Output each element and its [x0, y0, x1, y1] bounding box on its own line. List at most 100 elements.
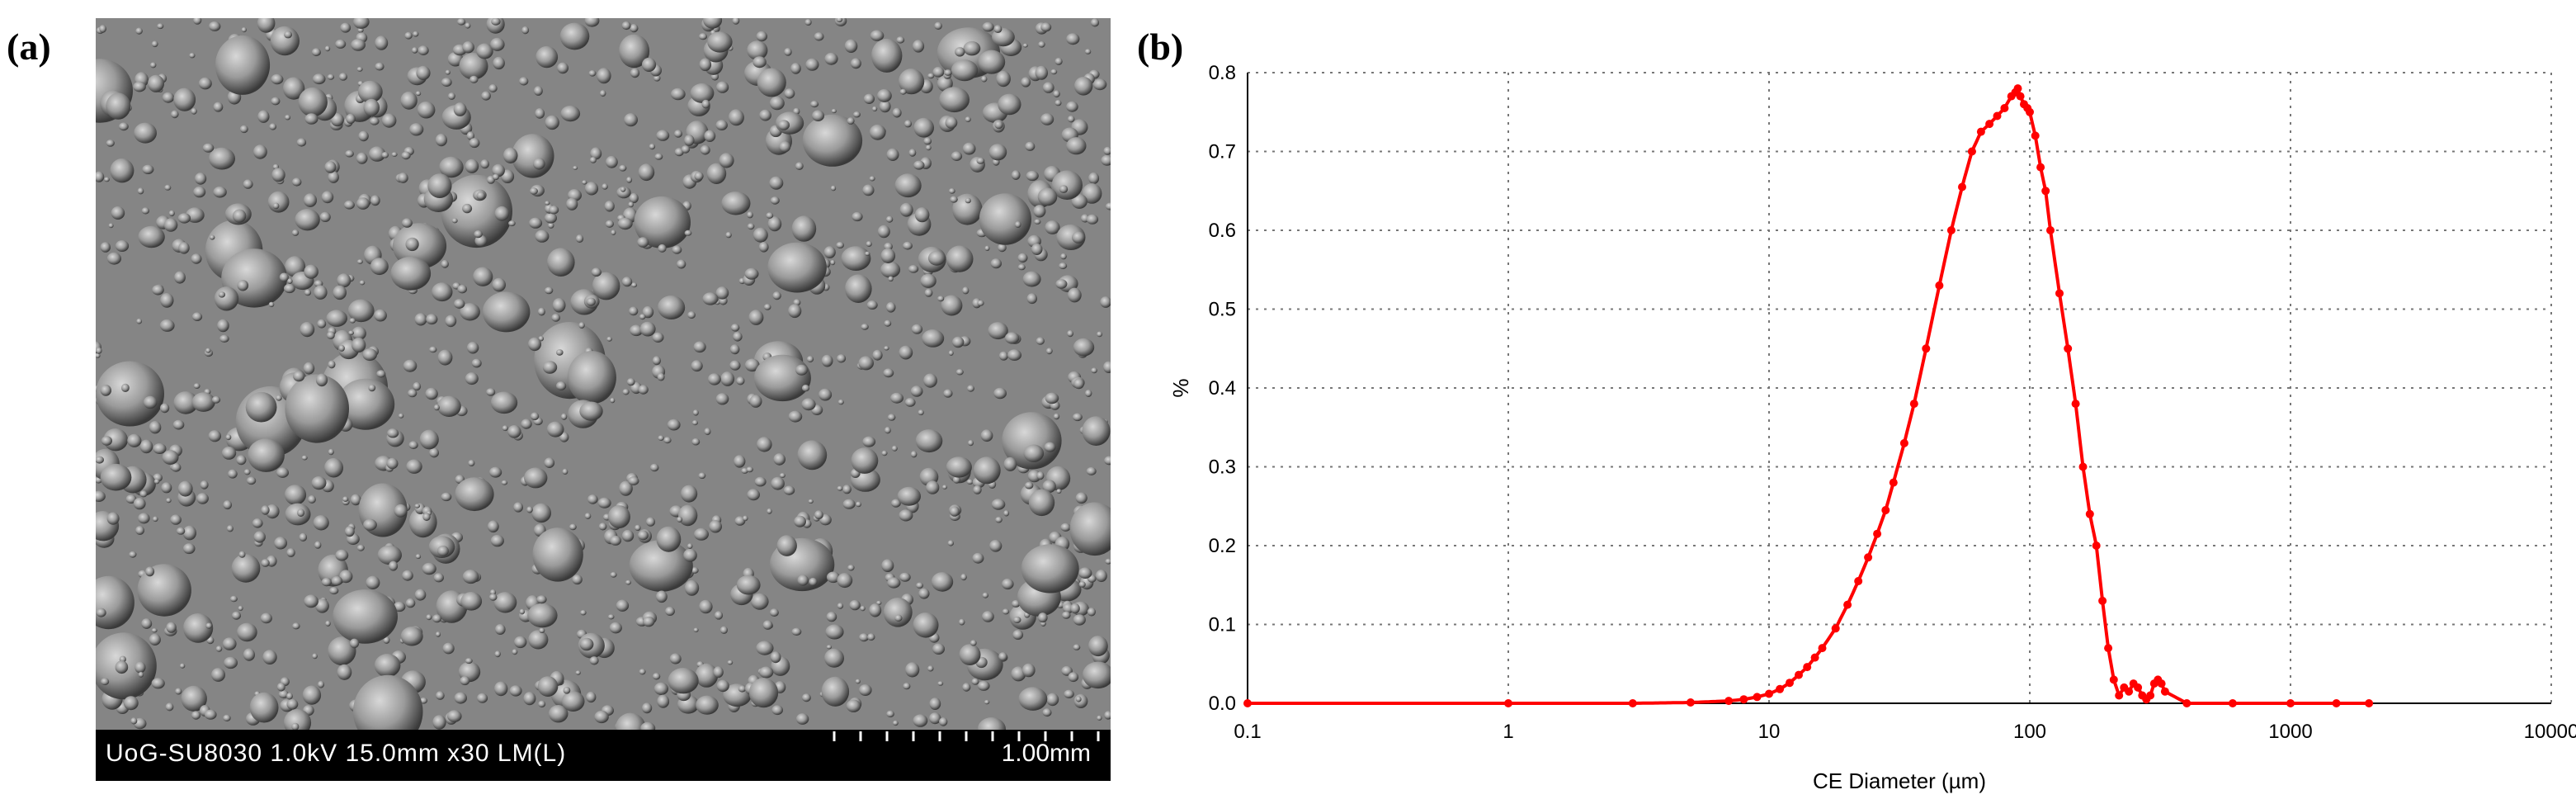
sem-particle	[218, 291, 226, 298]
sem-particle	[455, 477, 494, 512]
sem-particle	[1026, 293, 1038, 305]
sem-particle	[270, 26, 300, 56]
sem-particle	[561, 691, 585, 712]
sem-particle	[1036, 337, 1045, 345]
sem-particle	[557, 62, 569, 74]
sem-particle	[629, 306, 639, 316]
sem-particle	[308, 495, 316, 504]
sem-particle	[998, 652, 1007, 661]
sem-particle	[669, 653, 682, 664]
sem-particle	[238, 605, 243, 612]
sem-particle	[837, 354, 847, 363]
sem-particle	[321, 191, 334, 204]
sem-particle	[879, 100, 891, 113]
sem-particle	[937, 681, 944, 686]
data-point	[1739, 695, 1748, 704]
sem-particle	[575, 670, 581, 675]
sem-particle	[261, 505, 270, 515]
sem-particle	[979, 193, 1031, 245]
sem-particle	[239, 125, 248, 134]
sem-particle	[422, 562, 436, 575]
sem-particle	[853, 111, 861, 118]
sem-particle	[877, 88, 892, 102]
sem-particle	[406, 459, 422, 474]
sem-particle	[667, 419, 681, 431]
sem-particle	[383, 636, 390, 644]
sem-particle	[587, 494, 598, 504]
sem-particle	[349, 318, 356, 324]
sem-particle	[1072, 231, 1085, 244]
sem-particle	[810, 101, 819, 108]
data-point	[2182, 699, 2191, 707]
sem-particle	[100, 385, 111, 396]
data-point	[2146, 691, 2155, 700]
sem-particle	[899, 88, 907, 95]
data-point	[1873, 529, 1882, 538]
sem-particle	[883, 598, 913, 627]
sem-particle	[1040, 22, 1052, 32]
sem-particle	[514, 636, 527, 649]
sem-particle	[635, 524, 641, 532]
sem-particle	[295, 209, 320, 231]
sem-particle	[318, 680, 324, 688]
sem-particle	[370, 195, 380, 206]
sem-particle	[149, 633, 161, 646]
sem-particle	[863, 93, 875, 105]
data-point	[1810, 653, 1819, 662]
sem-particle	[513, 502, 523, 513]
sem-particle	[537, 307, 545, 316]
sem-particle	[338, 73, 347, 81]
sem-particle	[204, 709, 217, 720]
sem-particle	[769, 96, 785, 111]
sem-particle	[993, 387, 1007, 400]
sem-particle	[970, 640, 977, 646]
sem-particle	[106, 512, 120, 525]
sem-particle	[945, 116, 958, 129]
sem-particle	[429, 447, 439, 458]
sem-particle	[899, 202, 913, 217]
sem-particle	[809, 577, 818, 586]
data-point	[1946, 226, 1956, 234]
sem-particle	[1033, 205, 1046, 218]
sem-particle	[99, 25, 106, 33]
sem-particle	[375, 35, 389, 50]
sem-particle	[749, 395, 762, 408]
sem-particle	[110, 158, 134, 183]
sem-particle	[425, 387, 438, 400]
sem-particle	[1087, 608, 1096, 617]
sem-particle	[600, 90, 606, 97]
sem-particle	[241, 27, 247, 33]
sem-particle	[891, 445, 898, 452]
sem-particle	[502, 147, 518, 163]
sem-particle	[638, 530, 649, 541]
sem-particle	[1078, 581, 1086, 588]
sem-particle	[469, 138, 480, 149]
sem-particle	[419, 429, 439, 450]
sem-particle	[1051, 170, 1083, 200]
sem-particle	[982, 592, 989, 598]
sem-particle	[899, 69, 925, 95]
sem-particle	[217, 319, 229, 333]
sem-particle	[173, 87, 196, 111]
sem-particle	[1105, 558, 1111, 565]
sem-particle	[968, 440, 974, 447]
sem-particle	[836, 242, 844, 248]
sem-particle	[1105, 202, 1111, 210]
sem-particle	[694, 172, 704, 181]
sem-particle	[159, 319, 175, 332]
sem-particle	[202, 143, 215, 153]
sem-particle	[134, 122, 157, 144]
sem-particle	[1025, 481, 1034, 489]
sem-particle	[215, 35, 271, 95]
sem-particle	[736, 376, 745, 385]
sem-particle	[193, 186, 206, 198]
y-tick-label: 0.7	[1209, 141, 1236, 163]
sem-particle	[151, 628, 158, 633]
sem-particle	[544, 457, 555, 468]
sem-particle	[356, 67, 363, 72]
sem-particle	[457, 18, 466, 26]
sem-particle	[337, 273, 351, 288]
sem-particle	[347, 299, 375, 323]
sem-particle	[211, 395, 221, 404]
sem-particle	[977, 300, 984, 306]
